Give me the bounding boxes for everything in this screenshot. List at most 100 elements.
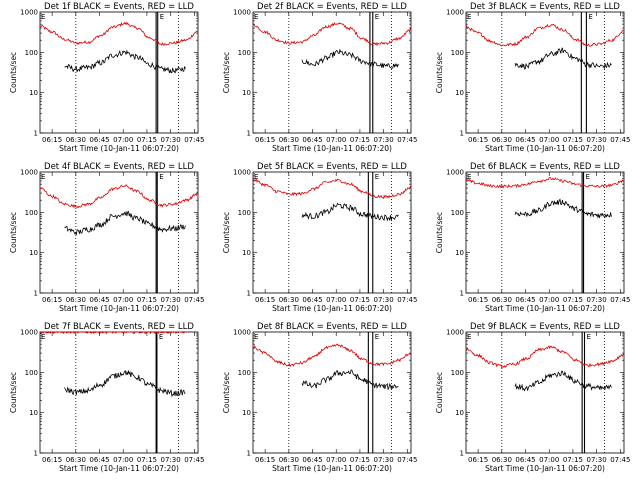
x-tick-label: 06:30 — [66, 296, 86, 304]
events-series-line — [301, 369, 399, 391]
x-tick-label: 06:45 — [89, 296, 109, 304]
detector-panel: Det 2f BLACK = Events, RED = LLD 1 10 100 10… — [222, 2, 417, 153]
x-tick-label: 07:15 — [137, 456, 157, 464]
lld-series-line — [252, 343, 412, 368]
detector-panel: Det 4f BLACK = Events, RED = LLD 1 10 100 10… — [9, 162, 204, 313]
detector-panel: Det 5f BLACK = Events, RED = LLD 1 10 100 10… — [222, 162, 417, 313]
panel-title: Det 4f BLACK = Events, RED = LLD — [44, 162, 194, 172]
panel-title: Det 9f BLACK = Events, RED = LLD — [470, 322, 620, 332]
flag-label: E — [159, 333, 163, 341]
flag-label: E — [467, 173, 471, 181]
y-tick-label: 10 — [242, 249, 251, 257]
y-tick-label: 1 — [460, 290, 464, 298]
y-axis-label: Counts/sec — [435, 52, 444, 93]
detector-panel: Det 6f BLACK = Events, RED = LLD 1 10 100 10… — [435, 162, 630, 313]
lld-series-line — [39, 331, 186, 335]
x-tick-label: 07:15 — [350, 296, 370, 304]
flag-label: E — [586, 173, 590, 181]
y-tick-label: 100 — [451, 369, 464, 377]
lld-series-line — [39, 184, 199, 209]
y-tick-label: 10 — [242, 409, 251, 417]
x-axis-label: Start Time (10-Jan-11 06:07:20) — [485, 304, 605, 313]
plot-frame — [39, 11, 199, 134]
plot-frame — [252, 331, 412, 454]
flag-label: E — [160, 13, 164, 21]
x-tick-label: 06:15 — [468, 456, 488, 464]
x-tick-label: 06:30 — [492, 296, 512, 304]
panel-title: Det 1f BLACK = Events, RED = LLD — [44, 2, 194, 12]
x-tick-label: 07:00 — [326, 296, 346, 304]
x-axis-label: Start Time (10-Jan-11 06:07:20) — [59, 304, 179, 313]
x-tick-label: 06:45 — [515, 296, 535, 304]
x-axis-label: Start Time (10-Jan-11 06:07:20) — [272, 304, 392, 313]
x-tick-label: 06:15 — [468, 296, 488, 304]
detector-panel: Det 7f BLACK = Events, RED = LLD 1 10 100 10… — [9, 322, 204, 473]
x-tick-label: 06:45 — [302, 456, 322, 464]
y-tick-label: 1000 — [446, 9, 464, 17]
x-tick-label: 06:15 — [255, 296, 275, 304]
x-tick-label: 06:45 — [302, 296, 322, 304]
y-tick-label: 1 — [460, 130, 464, 138]
detector-panel: Det 9f BLACK = Events, RED = LLD 1 10 100 10… — [435, 322, 630, 473]
y-axis-label: Counts/sec — [222, 372, 231, 413]
x-tick-label: 07:30 — [374, 456, 394, 464]
flag-label: E — [254, 173, 258, 181]
y-tick-label: 1 — [34, 290, 38, 298]
y-axis-label: Counts/sec — [9, 52, 18, 93]
y-axis-label: Counts/sec — [435, 372, 444, 413]
y-tick-label: 1 — [34, 450, 38, 458]
y-tick-label: 1 — [247, 130, 251, 138]
x-tick-label: 07:45 — [610, 136, 630, 144]
x-tick-label: 07:45 — [397, 296, 417, 304]
events-series-line — [64, 210, 186, 236]
events-series-line — [64, 370, 186, 398]
plot-frame — [252, 171, 412, 294]
x-axis-label: Start Time (10-Jan-11 06:07:20) — [59, 464, 179, 473]
events-series-line — [514, 47, 612, 70]
panel-title: Det 7f BLACK = Events, RED = LLD — [44, 322, 194, 332]
x-tick-label: 06:15 — [42, 456, 62, 464]
events-series-line — [301, 48, 399, 69]
x-tick-label: 07:15 — [563, 136, 583, 144]
y-tick-label: 10 — [29, 409, 38, 417]
flag-label: E — [254, 333, 258, 341]
x-tick-label: 06:45 — [515, 136, 535, 144]
y-tick-label: 10 — [29, 249, 38, 257]
y-tick-label: 10 — [242, 89, 251, 97]
y-axis-label: Counts/sec — [435, 212, 444, 253]
flag-label: E — [587, 333, 591, 341]
y-tick-label: 100 — [25, 49, 38, 57]
x-tick-label: 07:45 — [184, 136, 204, 144]
x-tick-label: 07:15 — [350, 136, 370, 144]
y-tick-label: 100 — [25, 369, 38, 377]
plot-frame — [252, 11, 412, 134]
x-tick-label: 07:15 — [563, 456, 583, 464]
x-tick-label: 07:30 — [161, 296, 181, 304]
x-tick-label: 07:00 — [539, 296, 559, 304]
flag-label: E — [588, 13, 592, 21]
x-tick-label: 07:45 — [184, 456, 204, 464]
y-tick-label: 1 — [247, 290, 251, 298]
flag-label: E — [375, 333, 379, 341]
flag-label: E — [375, 173, 379, 181]
y-tick-label: 1000 — [233, 329, 251, 337]
x-tick-label: 07:30 — [587, 136, 607, 144]
y-tick-label: 1000 — [233, 169, 251, 177]
x-tick-label: 06:30 — [66, 456, 86, 464]
y-tick-label: 100 — [238, 369, 251, 377]
panel-title: Det 2f BLACK = Events, RED = LLD — [257, 2, 407, 12]
y-axis-label: Counts/sec — [9, 212, 18, 253]
x-tick-label: 07:30 — [587, 456, 607, 464]
x-axis-label: Start Time (10-Jan-11 06:07:20) — [59, 144, 179, 153]
x-axis-label: Start Time (10-Jan-11 06:07:20) — [272, 464, 392, 473]
x-tick-label: 07:00 — [113, 296, 133, 304]
x-tick-label: 06:30 — [492, 136, 512, 144]
x-tick-label: 06:45 — [89, 136, 109, 144]
x-tick-label: 07:15 — [350, 456, 370, 464]
x-tick-label: 07:00 — [539, 136, 559, 144]
detector-panel: Det 1f BLACK = Events, RED = LLD 1 10 100 10… — [9, 2, 204, 153]
x-tick-label: 07:45 — [184, 296, 204, 304]
y-axis-label: Counts/sec — [222, 52, 231, 93]
x-tick-label: 07:00 — [326, 136, 346, 144]
x-tick-label: 06:15 — [468, 136, 488, 144]
